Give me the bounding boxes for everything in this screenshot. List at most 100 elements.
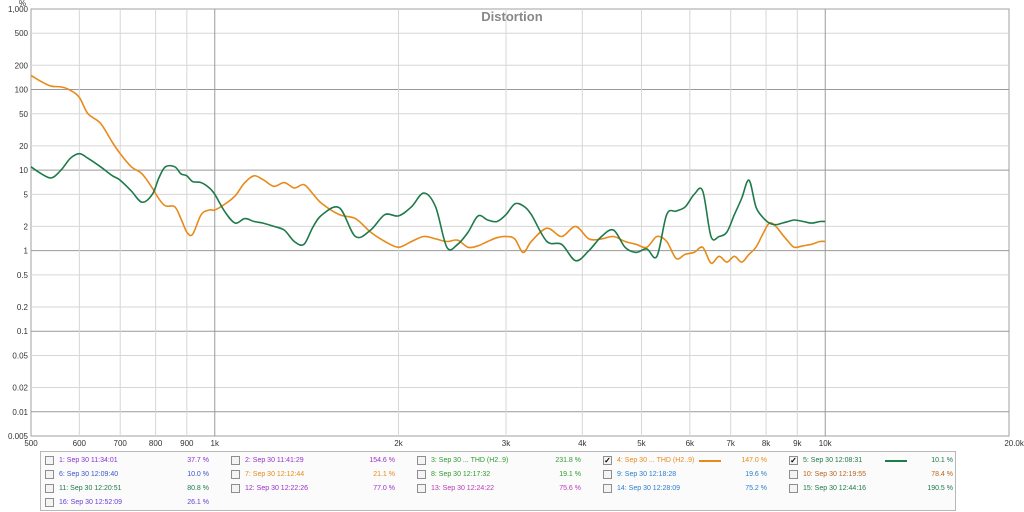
legend-checkbox[interactable] xyxy=(45,456,54,465)
y-tick-label: 0.05 xyxy=(12,351,28,360)
legend-item-label: 5: Sep 30 12:08:31 xyxy=(803,457,863,464)
x-tick-label: 6k xyxy=(686,439,695,448)
legend-line-swatch xyxy=(699,460,721,462)
legend-item[interactable]: ✓ 5: Sep 30 12:08:31 10.1 % xyxy=(789,454,959,468)
y-axis-unit-label: % xyxy=(19,0,26,8)
legend-item-label: 14: Sep 30 12:28:09 xyxy=(617,485,681,492)
grid-lines xyxy=(31,9,1009,436)
x-tick-label: 7k xyxy=(726,439,735,448)
y-tick-label: 1,000 xyxy=(8,5,29,14)
y-tick-label: 0.1 xyxy=(17,327,29,336)
legend-checkbox[interactable] xyxy=(603,470,612,479)
legend-item[interactable]: 8: Sep 30 12:17:32 19.1 % xyxy=(417,468,587,482)
legend-checkbox[interactable] xyxy=(417,456,426,465)
legend-checkbox[interactable]: ✓ xyxy=(789,456,798,465)
legend-item-value: 80.8 % xyxy=(187,485,209,492)
legend-item[interactable]: 2: Sep 30 11:41:29 154.6 % xyxy=(231,454,401,468)
y-tick-label: 2 xyxy=(24,222,29,231)
x-axis-ticks: 500 600 700 800 900 1k 2k 3k 4k 5k 6k 7k 8k 9k 10k 20.0… xyxy=(24,439,1024,448)
series-line xyxy=(30,152,826,262)
legend-item[interactable]: 1: Sep 30 11:34:01 37.7 % xyxy=(45,454,215,468)
legend-item-value: 10.1 % xyxy=(931,457,953,464)
legend-item-label: 12: Sep 30 12:22:26 xyxy=(245,485,309,492)
legend-item-value: 37.7 % xyxy=(187,457,209,464)
legend-checkbox[interactable]: ✓ xyxy=(603,456,612,465)
legend-checkbox[interactable] xyxy=(417,470,426,479)
x-tick-label: 10k xyxy=(819,439,833,448)
legend-item[interactable]: ✓ 4: Sep 30 ... THD (H2..9) 147.0 % xyxy=(603,454,773,468)
legend-item-value: 21.1 % xyxy=(373,471,395,478)
legend-item-label: 7: Sep 30 12:12:44 xyxy=(245,471,305,478)
legend-item-value: 75.6 % xyxy=(559,485,581,492)
legend-checkbox[interactable] xyxy=(231,456,240,465)
legend-item-label: 13: Sep 30 12:24:22 xyxy=(431,485,495,492)
legend-item[interactable]: 6: Sep 30 12:09:40 10.0 % xyxy=(45,468,215,482)
chart-title: Distortion xyxy=(481,9,542,24)
legend-item-label: 6: Sep 30 12:09:40 xyxy=(59,471,119,478)
legend-item-label: 4: Sep 30 ... THD (H2..9) xyxy=(617,457,695,464)
legend-checkbox[interactable] xyxy=(789,470,798,479)
legend-item[interactable]: 12: Sep 30 12:22:26 77.0 % xyxy=(231,482,401,496)
y-tick-label: 500 xyxy=(15,29,29,38)
x-tick-label: 8k xyxy=(762,439,771,448)
x-tick-label: 500 xyxy=(24,439,38,448)
legend-item[interactable]: 3: Sep 30 ... THD (H2..9) 231.8 % xyxy=(417,454,587,468)
series-line xyxy=(30,74,826,265)
x-tick-label: 800 xyxy=(149,439,163,448)
legend-checkbox[interactable] xyxy=(231,470,240,479)
x-tick-label: 1k xyxy=(211,439,220,448)
series-group xyxy=(30,74,826,265)
legend-item-label: 10: Sep 30 12:19:55 xyxy=(803,471,867,478)
legend-checkbox[interactable] xyxy=(45,498,54,507)
y-tick-label: 10 xyxy=(19,166,28,175)
y-tick-label: 0.2 xyxy=(17,303,29,312)
legend-checkbox[interactable] xyxy=(45,470,54,479)
legend-item-value: 147.0 % xyxy=(741,457,767,464)
legend-item[interactable]: 11: Sep 30 12:20:51 80.8 % xyxy=(45,482,215,496)
y-tick-label: 5 xyxy=(24,190,29,199)
legend-item-value: 75.2 % xyxy=(745,485,767,492)
x-tick-label: 3k xyxy=(502,439,511,448)
y-tick-label: 0.01 xyxy=(12,408,28,417)
legend-item-label: 2: Sep 30 11:41:29 xyxy=(245,457,304,464)
x-tick-label: 20.0kHz xyxy=(1004,439,1024,448)
y-tick-label: 50 xyxy=(19,110,28,119)
x-tick-label: 9k xyxy=(793,439,802,448)
legend-checkbox[interactable] xyxy=(417,484,426,493)
distortion-chart: 1,000 500 200 100 50 20 10 5 2 1 0.5 0.2 0.1 0.05 0.02… xyxy=(8,0,1024,448)
legend-item[interactable]: 15: Sep 30 12:44:16 190.5 % xyxy=(789,482,959,496)
y-tick-label: 0.02 xyxy=(12,384,28,393)
y-tick-label: 20 xyxy=(19,142,28,151)
y-tick-label: 1 xyxy=(24,247,29,256)
legend-item-value: 190.5 % xyxy=(927,485,953,492)
legend-item[interactable]: 13: Sep 30 12:24:22 75.6 % xyxy=(417,482,587,496)
y-tick-label: 100 xyxy=(15,86,29,95)
y-tick-label: 0.005 xyxy=(8,432,29,441)
legend-item[interactable]: 10: Sep 30 12:19:55 78.4 % xyxy=(789,468,959,482)
legend-item-label: 9: Sep 30 12:18:28 xyxy=(617,471,677,478)
x-tick-label: 2k xyxy=(394,439,403,448)
legend-checkbox[interactable] xyxy=(603,484,612,493)
legend-item-label: 3: Sep 30 ... THD (H2..9) xyxy=(431,457,509,464)
x-tick-label: 4k xyxy=(578,439,587,448)
x-tick-label: 5k xyxy=(637,439,646,448)
legend-item-value: 19.1 % xyxy=(559,471,581,478)
y-tick-label: 200 xyxy=(15,61,29,70)
legend-item[interactable]: 9: Sep 30 12:18:28 19.6 % xyxy=(603,468,773,482)
legend-item-label: 16: Sep 30 12:52:09 xyxy=(59,499,123,506)
legend-item-label: 8: Sep 30 12:17:32 xyxy=(431,471,491,478)
legend-item[interactable]: 7: Sep 30 12:12:44 21.1 % xyxy=(231,468,401,482)
legend-checkbox[interactable] xyxy=(789,484,798,493)
legend-line-swatch xyxy=(885,460,907,462)
legend-item[interactable]: 16: Sep 30 12:52:09 26.1 % xyxy=(45,496,215,510)
plot-area[interactable] xyxy=(30,8,1010,437)
legend-checkbox[interactable] xyxy=(45,484,54,493)
legend-checkbox[interactable] xyxy=(231,484,240,493)
x-tick-label: 600 xyxy=(73,439,87,448)
x-tick-label: 700 xyxy=(114,439,128,448)
legend-item-value: 10.0 % xyxy=(187,471,209,478)
legend-item-value: 154.6 % xyxy=(369,457,395,464)
legend-item[interactable]: 14: Sep 30 12:28:09 75.2 % xyxy=(603,482,773,496)
legend-item-value: 77.0 % xyxy=(373,485,395,492)
legend-item-value: 231.8 % xyxy=(555,457,581,464)
